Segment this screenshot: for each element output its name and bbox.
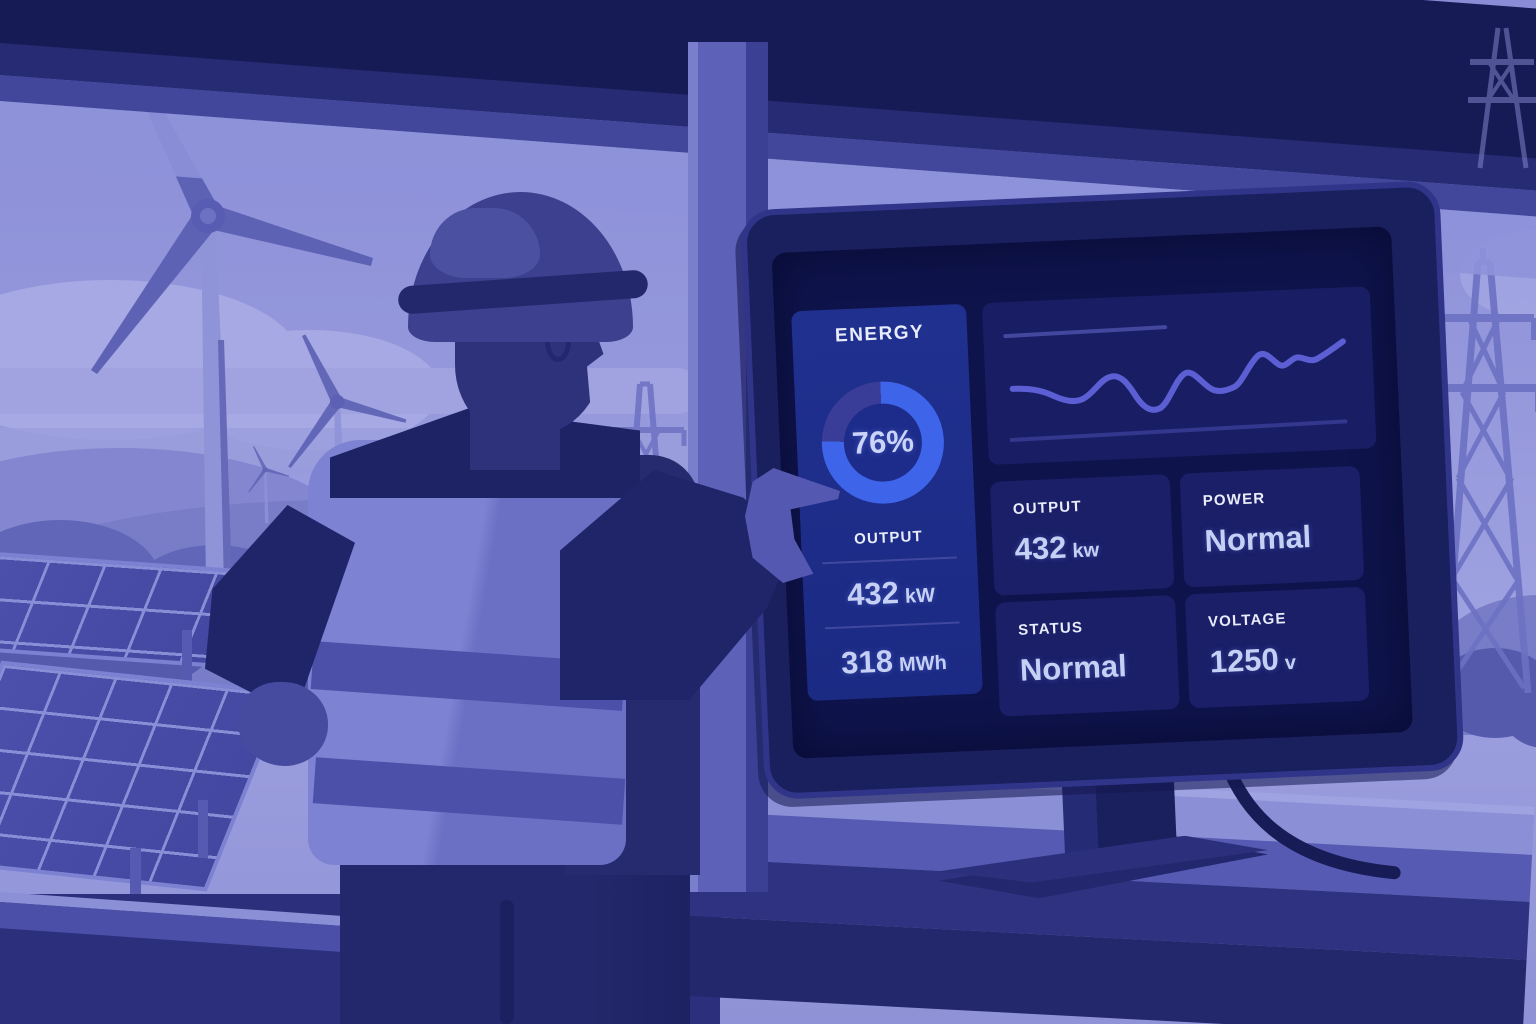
card-power: POWER Normal [1179,465,1365,588]
dashboard-screen: ENERGY 76% OUTPUT 432 kW 318 MWh [771,226,1414,759]
energy-gauge-percent: 76% [851,423,915,461]
pylon-graphic [1468,27,1536,169]
card-power-unit [1317,530,1318,552]
card-output-unit: kw [1072,539,1100,563]
hard-hat-highlight [430,208,540,278]
wind-turbine-graphic [248,446,290,524]
solar-panel-leg [182,630,192,682]
trend-wave [1009,338,1346,413]
mwh-unit: MWh [898,652,948,677]
pylon-graphic [599,381,691,703]
energy-kw-value: 432 kW [803,572,979,616]
monitor: ENERGY 76% OUTPUT 432 kW 318 MWh [739,180,1471,930]
energy-mwh-value: 318 MWh [806,640,982,684]
kw-unit: kW [904,584,936,608]
hard-hat-dome [408,192,633,342]
card-output: OUTPUT 432 kw [989,474,1175,596]
card-voltage-unit: v [1284,651,1297,675]
card-status-value: Normal [1019,648,1128,688]
energy-gauge: 76% [819,378,947,507]
card-status: STATUS Normal [994,594,1180,717]
card-status-unit [1132,659,1133,681]
energy-panel-title: ENERGY [834,321,925,347]
energy-gauge-hole: 76% [842,401,924,484]
worker-ear [545,320,571,362]
energy-output-label: OUTPUT [853,527,924,548]
transmission-tower-left [599,372,691,712]
card-output-label: OUTPUT [1012,497,1083,518]
card-status-label: STATUS [1017,619,1084,639]
solar-panel-leg [198,800,208,858]
solar-panel-lower [0,660,288,892]
card-power-label: POWER [1202,489,1266,510]
mwh-number: 318 [840,643,894,681]
divider [824,621,960,630]
wind-turbine-small [235,444,296,534]
hard-hat-brim [397,269,649,315]
card-voltage-label: VOLTAGE [1207,610,1288,631]
transmission-tower-corner [1468,22,1536,172]
divider [822,556,958,565]
card-voltage: VOLTAGE 1250 v [1184,586,1370,709]
card-power-value: Normal [1203,519,1312,559]
solar-panel-upper [0,551,268,669]
kw-number: 432 [846,575,900,613]
card-voltage-value: 1250 [1209,641,1280,680]
trend-chart-graphic [1003,325,1348,442]
trend-chart-panel [981,286,1377,465]
card-output-value: 432 [1013,529,1068,567]
energy-panel: ENERGY 76% OUTPUT 432 kW 318 MWh [791,303,983,702]
